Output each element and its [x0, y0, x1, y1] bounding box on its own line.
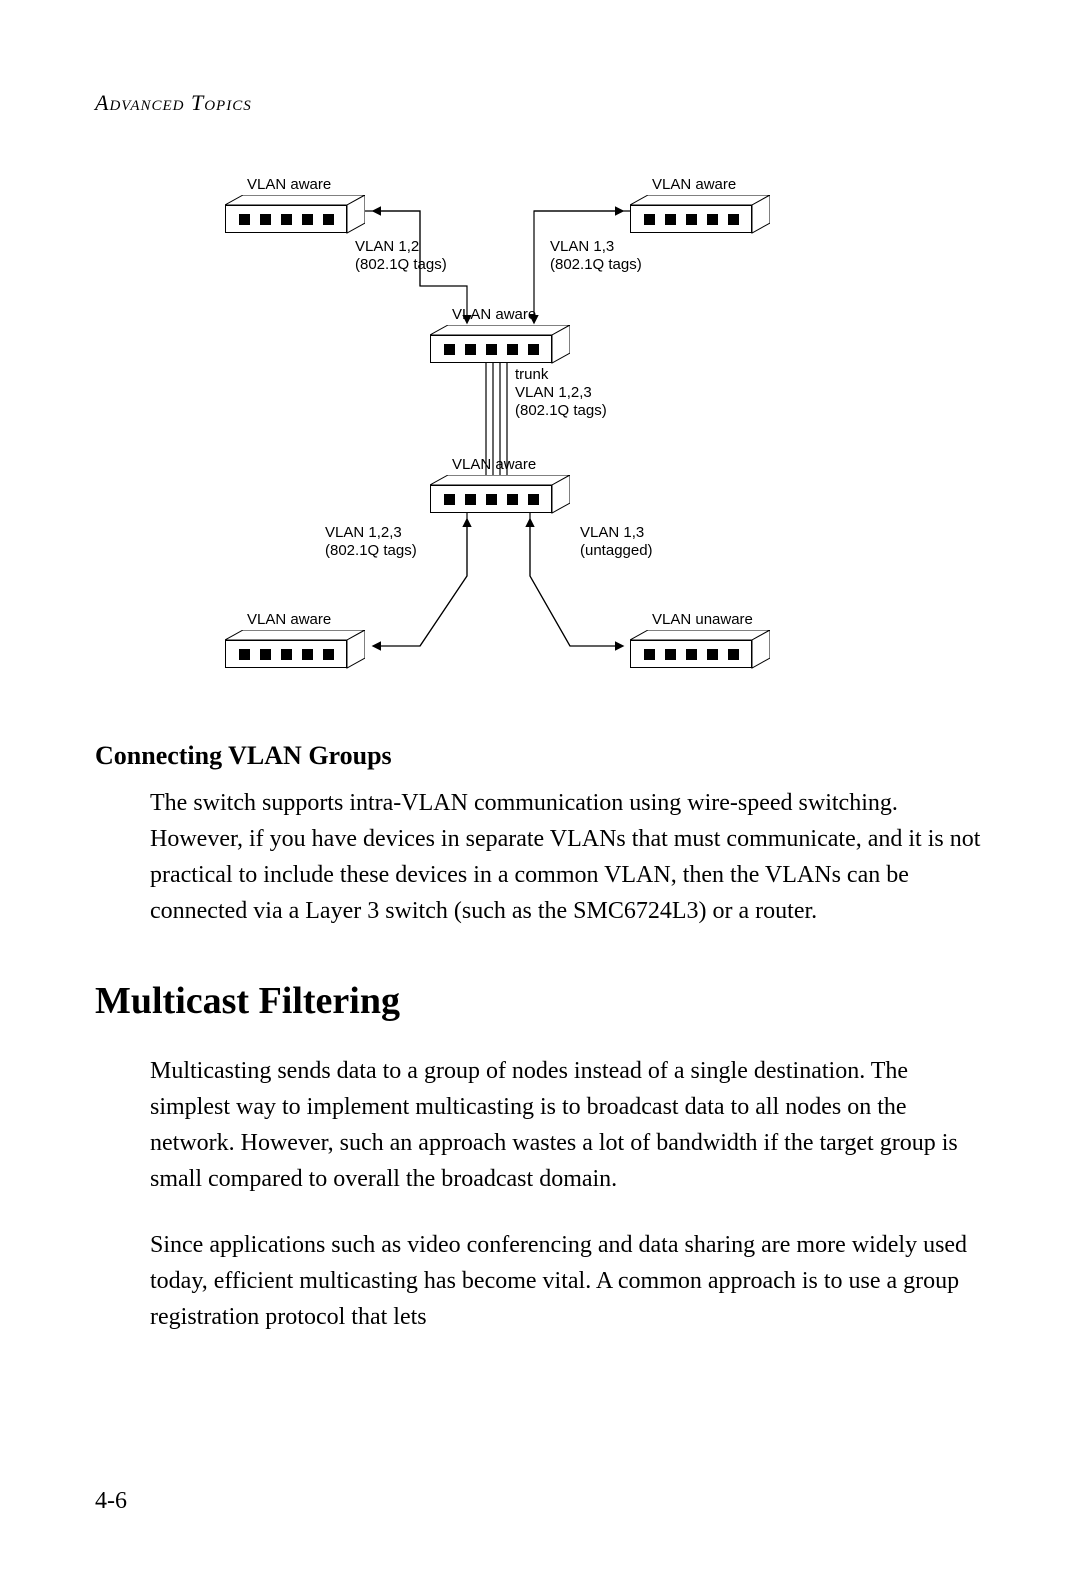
switch-3-label: VLAN aware — [430, 306, 570, 323]
conn-label-1: VLAN 1,2 (802.1Q tags) — [355, 238, 447, 274]
conn-label-3: trunk VLAN 1,2,3 (802.1Q tags) — [515, 366, 607, 420]
conn-label-5: VLAN 1,3 (untagged) — [580, 524, 653, 560]
switch-6-label: VLAN unaware — [630, 611, 770, 628]
switch-4: VLAN aware — [430, 456, 570, 513]
switch-2: VLAN aware — [630, 176, 770, 233]
section-connecting-vlan-body: The switch supports intra-VLAN communica… — [150, 785, 985, 929]
switch-1: VLAN aware — [225, 176, 365, 233]
switch-4-label: VLAN aware — [430, 456, 570, 473]
switch-6: VLAN unaware — [630, 611, 770, 668]
section-multicast-heading: Multicast Filtering — [95, 979, 985, 1023]
switch-2-label: VLAN aware — [630, 176, 770, 193]
section-connecting-vlan-heading: Connecting VLAN Groups — [95, 741, 985, 771]
conn-label-4: VLAN 1,2,3 (802.1Q tags) — [325, 524, 417, 560]
switch-5-label: VLAN aware — [225, 611, 365, 628]
switch-5: VLAN aware — [225, 611, 365, 668]
section-multicast-body-2: Since applications such as video confere… — [150, 1227, 985, 1335]
page-number: 4-6 — [95, 1488, 127, 1515]
switch-3: VLAN aware — [430, 306, 570, 363]
page-header: Advanced Topics — [95, 90, 985, 116]
conn-label-2: VLAN 1,3 (802.1Q tags) — [550, 238, 642, 274]
section-multicast-body-1: Multicasting sends data to a group of no… — [150, 1053, 985, 1197]
vlan-diagram: VLAN aware VLAN aware VLAN aware — [160, 166, 920, 696]
switch-1-label: VLAN aware — [225, 176, 365, 193]
